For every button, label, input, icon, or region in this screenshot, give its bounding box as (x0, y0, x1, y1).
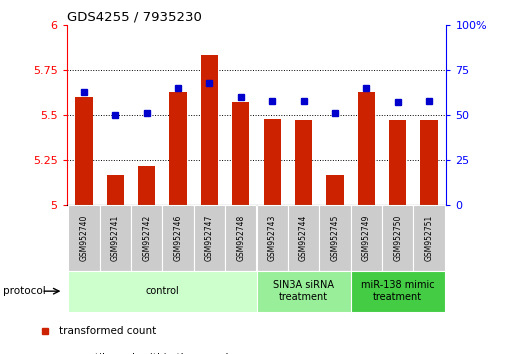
Bar (288, 205, 319, 271)
Text: SIN3A siRNA
treatment: SIN3A siRNA treatment (273, 280, 334, 302)
Bar (358, 92, 375, 205)
Bar (201, 56, 218, 205)
Bar (256, 271, 350, 312)
Text: GSM952744: GSM952744 (299, 215, 308, 261)
Bar (264, 119, 281, 205)
Text: GSM952747: GSM952747 (205, 215, 214, 261)
Bar (169, 92, 187, 205)
Text: protocol: protocol (3, 286, 45, 296)
Bar (421, 120, 438, 205)
Text: GSM952748: GSM952748 (236, 215, 245, 261)
Text: GSM952741: GSM952741 (111, 215, 120, 261)
Bar (163, 205, 194, 271)
Bar (194, 205, 225, 271)
Bar (68, 205, 100, 271)
Text: GSM952750: GSM952750 (393, 215, 402, 261)
Bar (75, 97, 92, 205)
Bar (389, 120, 406, 205)
Text: GSM952743: GSM952743 (268, 215, 277, 261)
Bar (326, 175, 344, 205)
Bar (100, 205, 131, 271)
Text: GSM952745: GSM952745 (330, 215, 340, 261)
Bar (295, 120, 312, 205)
Bar (68, 271, 256, 312)
Bar (413, 205, 445, 271)
Text: GSM952740: GSM952740 (80, 215, 88, 261)
Bar (256, 205, 288, 271)
Text: GSM952749: GSM952749 (362, 215, 371, 261)
Text: GSM952751: GSM952751 (425, 215, 433, 261)
Bar (319, 205, 350, 271)
Bar (138, 166, 155, 205)
Bar (131, 205, 163, 271)
Bar (232, 102, 249, 205)
Text: GSM952742: GSM952742 (142, 215, 151, 261)
Bar (382, 205, 413, 271)
Text: GDS4255 / 7935230: GDS4255 / 7935230 (67, 11, 202, 24)
Bar (350, 205, 382, 271)
Text: percentile rank within the sample: percentile rank within the sample (59, 353, 235, 354)
Text: miR-138 mimic
treatment: miR-138 mimic treatment (361, 280, 435, 302)
Text: transformed count: transformed count (59, 326, 156, 336)
Bar (107, 175, 124, 205)
Bar (350, 271, 445, 312)
Text: GSM952746: GSM952746 (173, 215, 183, 261)
Bar (225, 205, 256, 271)
Text: control: control (146, 286, 179, 296)
